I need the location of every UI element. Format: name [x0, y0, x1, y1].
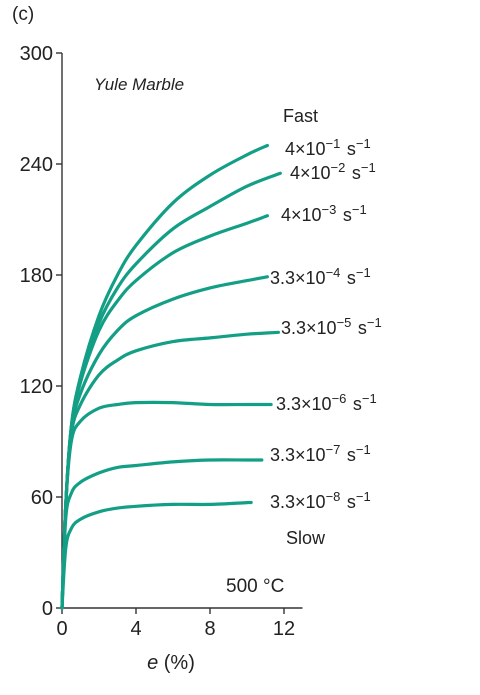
axes: 0 60 120 180 240 300 0 4 8 12: [20, 43, 303, 640]
series-label-text: 4×10: [290, 163, 331, 183]
series-line-5: [60, 330, 280, 610]
series-label-text: 3.3×10: [281, 318, 337, 338]
series-line-8: [60, 500, 253, 610]
series-label-8: 3.3×10−8 s−1: [270, 489, 372, 512]
x-tick-label: 4: [130, 618, 141, 640]
panel-label: (c): [12, 4, 34, 25]
x-axis-unit: (%): [158, 652, 195, 674]
baseline-reset: [382, 318, 384, 338]
baseline-reset: [371, 139, 373, 159]
series-label-text: s: [353, 318, 367, 338]
series-label-text: s: [342, 139, 356, 159]
series-group: [60, 143, 282, 610]
baseline-reset: [371, 268, 373, 288]
series-label-superscript: −1: [356, 489, 371, 504]
series-label-text: 3.3×10: [270, 445, 326, 465]
series-label-3: 4×10−3 s−1: [281, 202, 368, 225]
series-label-7: 3.3×10−7 s−1: [270, 442, 372, 465]
series-label-text: s: [348, 394, 362, 414]
x-axis-label: e (%): [147, 652, 195, 674]
series-line-7: [60, 458, 264, 610]
y-tick-label: 120: [20, 376, 53, 398]
series-labels: 4×10−1 s−1 4×10−2 s−1 4×10−3 s−1 3.3×10−…: [270, 136, 383, 512]
series-label-superscript: −1: [362, 391, 377, 406]
material-label: Yule Marble: [94, 75, 184, 94]
series-label-4: 3.3×10−4 s−1: [270, 265, 372, 288]
baseline-reset: [371, 492, 373, 512]
series-label-text: 3.3×10: [270, 492, 326, 512]
series-line-4: [60, 275, 269, 610]
series-label-text: s: [342, 268, 356, 288]
x-tick-label: 8: [204, 618, 215, 640]
fast-label: Fast: [283, 106, 318, 126]
x-axis-variable: e: [147, 652, 158, 674]
series-label-superscript: −1: [352, 202, 367, 217]
series-label-superscript: −7: [326, 442, 341, 457]
series-label-superscript: −6: [332, 391, 347, 406]
series-label-superscript: −2: [331, 160, 346, 175]
x-tick-label: 0: [56, 618, 67, 640]
series-label-text: s: [347, 163, 361, 183]
series-label-superscript: −3: [322, 202, 337, 217]
series-label-text: 3.3×10: [270, 268, 326, 288]
temperature-label: 500 °C: [226, 576, 284, 597]
x-tick-label: 12: [273, 618, 295, 640]
baseline-reset: [371, 445, 373, 465]
series-label-superscript: −4: [326, 265, 341, 280]
series-label-superscript: −8: [326, 489, 341, 504]
series-label-1: 4×10−1 s−1: [285, 136, 372, 159]
series-label-superscript: −1: [356, 442, 371, 457]
series-line-2: [60, 171, 282, 610]
baseline-reset: [377, 394, 379, 414]
series-line-1: [60, 143, 269, 610]
series-label-superscript: −1: [326, 136, 341, 151]
baseline-reset: [376, 163, 378, 183]
y-tick-label: 180: [20, 265, 53, 287]
series-label-superscript: −1: [356, 136, 371, 151]
series-label-2: 4×10−2 s−1: [290, 160, 377, 183]
series-label-text: s: [342, 445, 356, 465]
series-label-text: s: [342, 492, 356, 512]
series-label-superscript: −1: [367, 315, 382, 330]
y-tick-label: 60: [31, 487, 53, 509]
series-label-text: 4×10: [285, 139, 326, 159]
series-label-text: 3.3×10: [276, 394, 332, 414]
series-label-superscript: −1: [356, 265, 371, 280]
series-label-5: 3.3×10−5 s−1: [281, 315, 383, 338]
series-label-superscript: −5: [337, 315, 352, 330]
baseline-reset: [367, 205, 369, 225]
slow-label: Slow: [286, 528, 326, 548]
series-label-text: 4×10: [281, 205, 322, 225]
series-line-6: [60, 400, 273, 610]
y-tick-label: 0: [42, 598, 53, 620]
y-tick-label: 300: [20, 43, 53, 65]
series-label-text: s: [338, 205, 352, 225]
series-label-6: 3.3×10−6 s−1: [276, 391, 378, 414]
y-tick-label: 240: [20, 154, 53, 176]
series-label-superscript: −1: [361, 160, 376, 175]
